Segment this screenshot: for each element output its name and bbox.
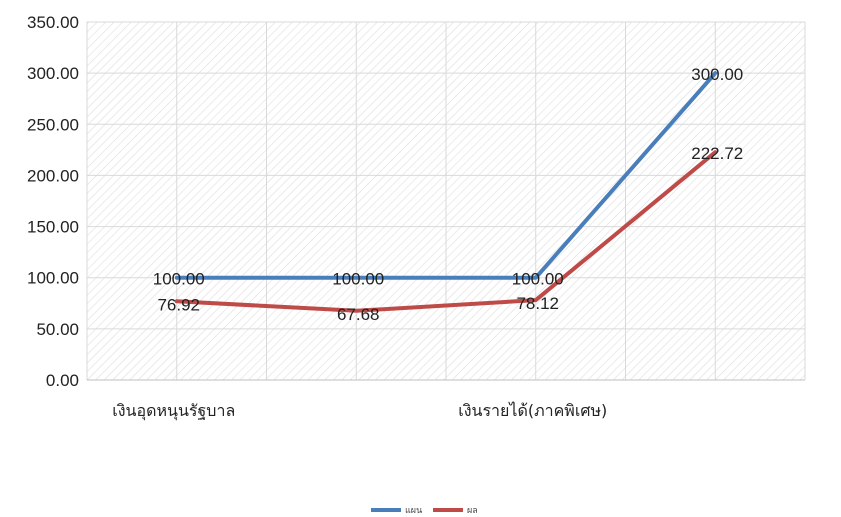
data-label: 78.12 bbox=[516, 294, 559, 313]
x-axis-categories: เงินอุดหนุนรัฐบาล เงินรายได้(ภาคพิเศษ) bbox=[112, 401, 607, 421]
y-tick-label: 300.00 bbox=[27, 64, 79, 83]
legend-label: ผล bbox=[467, 506, 478, 516]
x-category-label: เงินอุดหนุนรัฐบาล bbox=[112, 401, 235, 421]
y-tick-label: 0.00 bbox=[46, 371, 79, 390]
data-label: 100.00 bbox=[512, 270, 564, 289]
data-label: 222.72 bbox=[691, 144, 743, 163]
y-tick-label: 250.00 bbox=[27, 115, 79, 134]
y-tick-label: 200.00 bbox=[27, 166, 79, 185]
y-tick-label: 50.00 bbox=[36, 320, 79, 339]
y-axis: 0.00 50.00 100.00 150.00 200.00 250.00 300.00 3… bbox=[27, 13, 79, 390]
series-line-1 bbox=[174, 71, 718, 280]
series-lines bbox=[174, 71, 718, 313]
data-label: 100.00 bbox=[332, 270, 384, 289]
data-label: 67.68 bbox=[337, 305, 380, 324]
legend-label: แผน bbox=[405, 506, 422, 516]
data-label: 76.92 bbox=[157, 295, 200, 314]
data-labels: 100.00 100.00 100.00 300.00 76.92 67.68 78.12 2… bbox=[153, 65, 744, 324]
legend: แผน ผล bbox=[371, 506, 478, 516]
x-category-label: เงินรายได้(ภาคพิเศษ) bbox=[458, 401, 607, 420]
y-tick-label: 100.00 bbox=[27, 269, 79, 288]
series-line-2 bbox=[174, 150, 718, 313]
data-label: 100.00 bbox=[153, 270, 205, 289]
data-label: 300.00 bbox=[691, 65, 743, 84]
y-tick-label: 350.00 bbox=[27, 13, 79, 32]
y-tick-label: 150.00 bbox=[27, 218, 79, 237]
